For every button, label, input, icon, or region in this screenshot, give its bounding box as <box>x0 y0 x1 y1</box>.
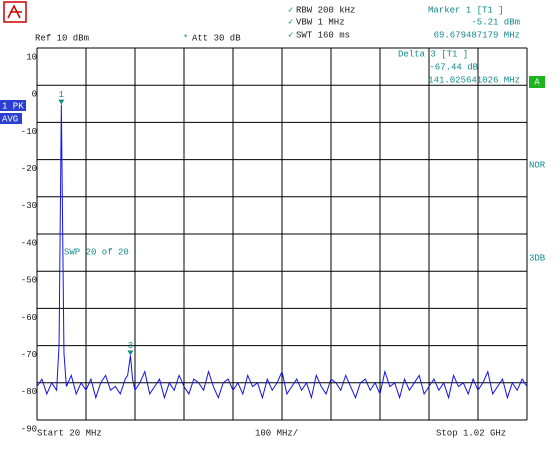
y-tick-label: 10 <box>26 52 37 62</box>
marker <box>58 99 65 105</box>
avg: AVG <box>2 114 18 124</box>
marker-level: -5.21 dBm <box>471 17 520 27</box>
y-tick-label: -70 <box>21 350 37 360</box>
swt: SWT 160 ms <box>296 30 350 40</box>
plot: 10 0 -10 -20 -30 -40 -50 -60 -70 -80 -90 1 3 <box>21 47 528 434</box>
rbw: RBW 200 kHz <box>296 5 355 15</box>
y-tick-label: -30 <box>21 201 37 211</box>
y-tick-label: 0 <box>32 90 37 100</box>
delta-freq: 141.025641026 MHz <box>428 75 520 85</box>
trace-label: A <box>534 77 540 87</box>
trace-label-box <box>529 76 545 88</box>
y-tick-label: -80 <box>21 387 37 397</box>
trace <box>36 104 528 400</box>
y-tick-label: -40 <box>21 238 37 248</box>
y-tick-label: -20 <box>21 164 37 174</box>
avg-box <box>0 113 22 124</box>
marker-label: 3 <box>128 341 133 351</box>
ref-level: Ref 10 dBm <box>35 33 89 43</box>
y-tick-label: -90 <box>21 424 37 434</box>
marker-freq: 69.679487179 MHz <box>434 30 520 40</box>
stop-freq: Stop 1.02 GHz <box>436 428 506 438</box>
y-tick-label: -10 <box>21 127 37 137</box>
span-per-div: 100 MHz/ <box>255 428 298 438</box>
y-tick-label: -60 <box>21 313 37 323</box>
nor: NOR <box>529 160 546 170</box>
start-freq: Start 20 MHz <box>37 428 102 438</box>
marker-label: 1 <box>59 90 64 100</box>
vbw: VBW 1 MHz <box>296 17 345 27</box>
sweep-count: SWP 20 of 20 <box>64 247 129 257</box>
check: ✓ <box>288 30 293 40</box>
trace-mode-box <box>0 100 26 111</box>
marker-title: Marker 1 [T1 ] <box>428 5 504 15</box>
bw-mode: 3DB <box>529 253 546 263</box>
trace-mode: 1 PK <box>2 101 24 111</box>
check: ✓ <box>288 17 293 27</box>
delta-title: Delta 3 [T1 ] <box>398 49 468 59</box>
att-flag: * <box>183 33 188 43</box>
marker <box>127 350 134 356</box>
attenuation: Att 30 dB <box>192 33 241 43</box>
delta-level: -67.44 dB <box>429 62 478 72</box>
y-tick-label: -50 <box>21 276 37 286</box>
check: ✓ <box>288 5 293 15</box>
logo <box>3 1 27 23</box>
